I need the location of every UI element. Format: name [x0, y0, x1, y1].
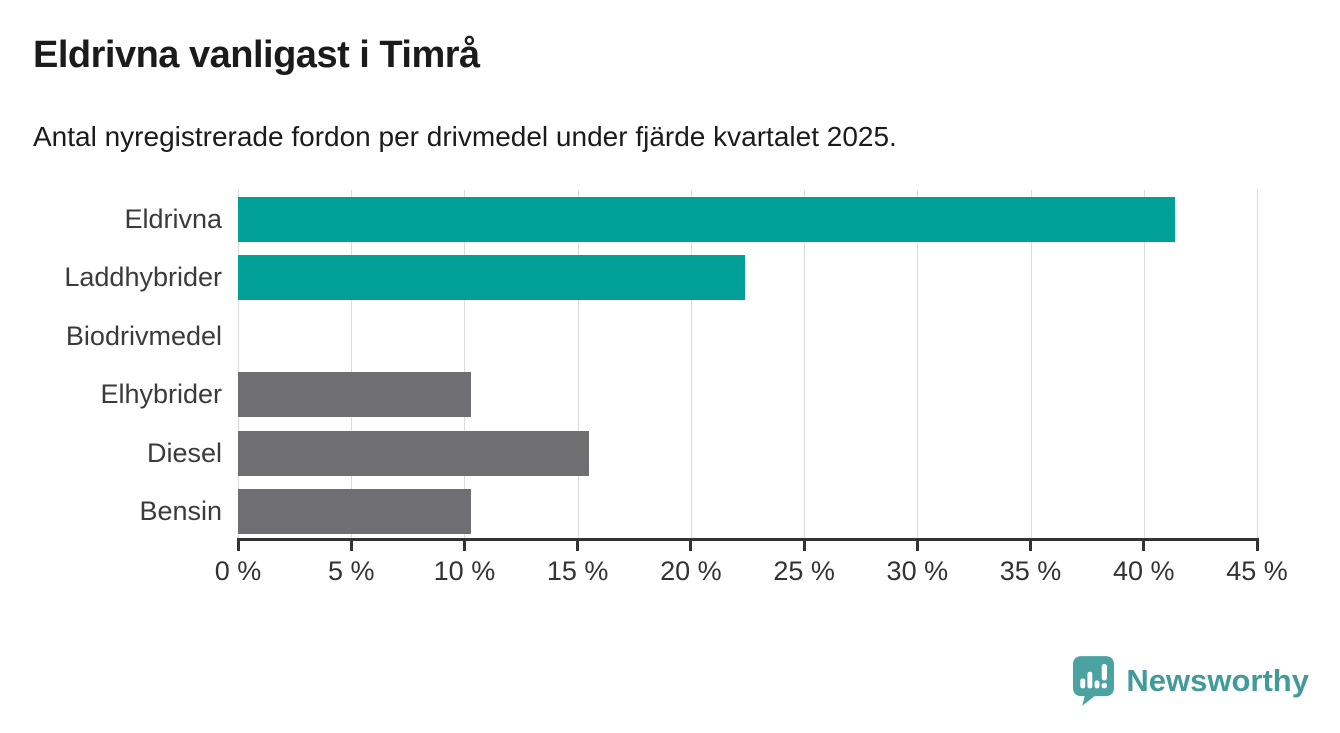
x-axis-tick-label: 45 % [1226, 556, 1288, 586]
chart-title: Eldrivna vanligast i Timrå [33, 34, 480, 76]
x-axis-tick [915, 538, 919, 551]
bar [238, 489, 472, 535]
category-label: Diesel [146, 437, 222, 468]
x-axis-tick-label: 30 % [886, 556, 949, 586]
category-label: Biodrivmedel [65, 320, 222, 351]
x-axis: 0 % 5 % 10 % 15 % 20 % 25 % 30 % 35 % 40 % 45 % [215, 538, 1288, 598]
x-axis-tick-label: 40 % [1112, 556, 1175, 586]
x-axis-tick-label: 5 % [327, 556, 375, 586]
bar [238, 196, 1176, 242]
x-axis-tick [349, 538, 353, 551]
gridline [690, 190, 692, 541]
category-label: Elhybrider [100, 379, 222, 410]
branding: Newsworthy [1072, 655, 1309, 706]
gridline [804, 190, 806, 541]
x-axis-tick-label: 20 % [660, 556, 722, 586]
newsworthy-logo-text: Newsworthy [1126, 662, 1309, 698]
gridline [1030, 190, 1032, 541]
bar [238, 372, 472, 418]
x-axis-tick [802, 538, 806, 551]
x-axis-tick [1255, 538, 1259, 551]
x-axis-tick [1142, 538, 1146, 551]
x-axis-line [238, 538, 1257, 541]
x-axis-tick-label: 10 % [433, 556, 496, 586]
gridline [577, 190, 579, 541]
gridline [351, 190, 353, 541]
x-axis-tick-label: 25 % [773, 556, 835, 586]
gridline [1257, 190, 1258, 541]
x-axis-tick [576, 538, 580, 551]
gridline [238, 190, 239, 541]
x-axis-tick [1029, 538, 1033, 551]
gridline [1143, 190, 1145, 541]
x-axis-tick-label: 15 % [546, 556, 609, 586]
x-axis-tick [236, 538, 240, 551]
bar [238, 255, 746, 301]
newsworthy-bar-chart-pin-icon [1073, 656, 1115, 706]
gridline [464, 190, 466, 541]
x-axis-tick-label: 0 % [214, 556, 262, 586]
bar [238, 430, 589, 476]
category-label: Eldrivna [124, 203, 222, 234]
x-axis-tick [689, 538, 693, 551]
x-axis-tick-label: 35 % [999, 556, 1062, 586]
category-label: Laddhybrider [64, 262, 222, 293]
chart-subtitle: Antal nyregistrerade fordon per drivmede… [33, 121, 897, 152]
plot-area: Eldrivna Laddhybrider Biodrivmedel Elhybrid… [64, 190, 1258, 541]
category-label: Bensin [139, 496, 222, 527]
x-axis-tick [462, 538, 466, 551]
gridline [917, 190, 919, 541]
